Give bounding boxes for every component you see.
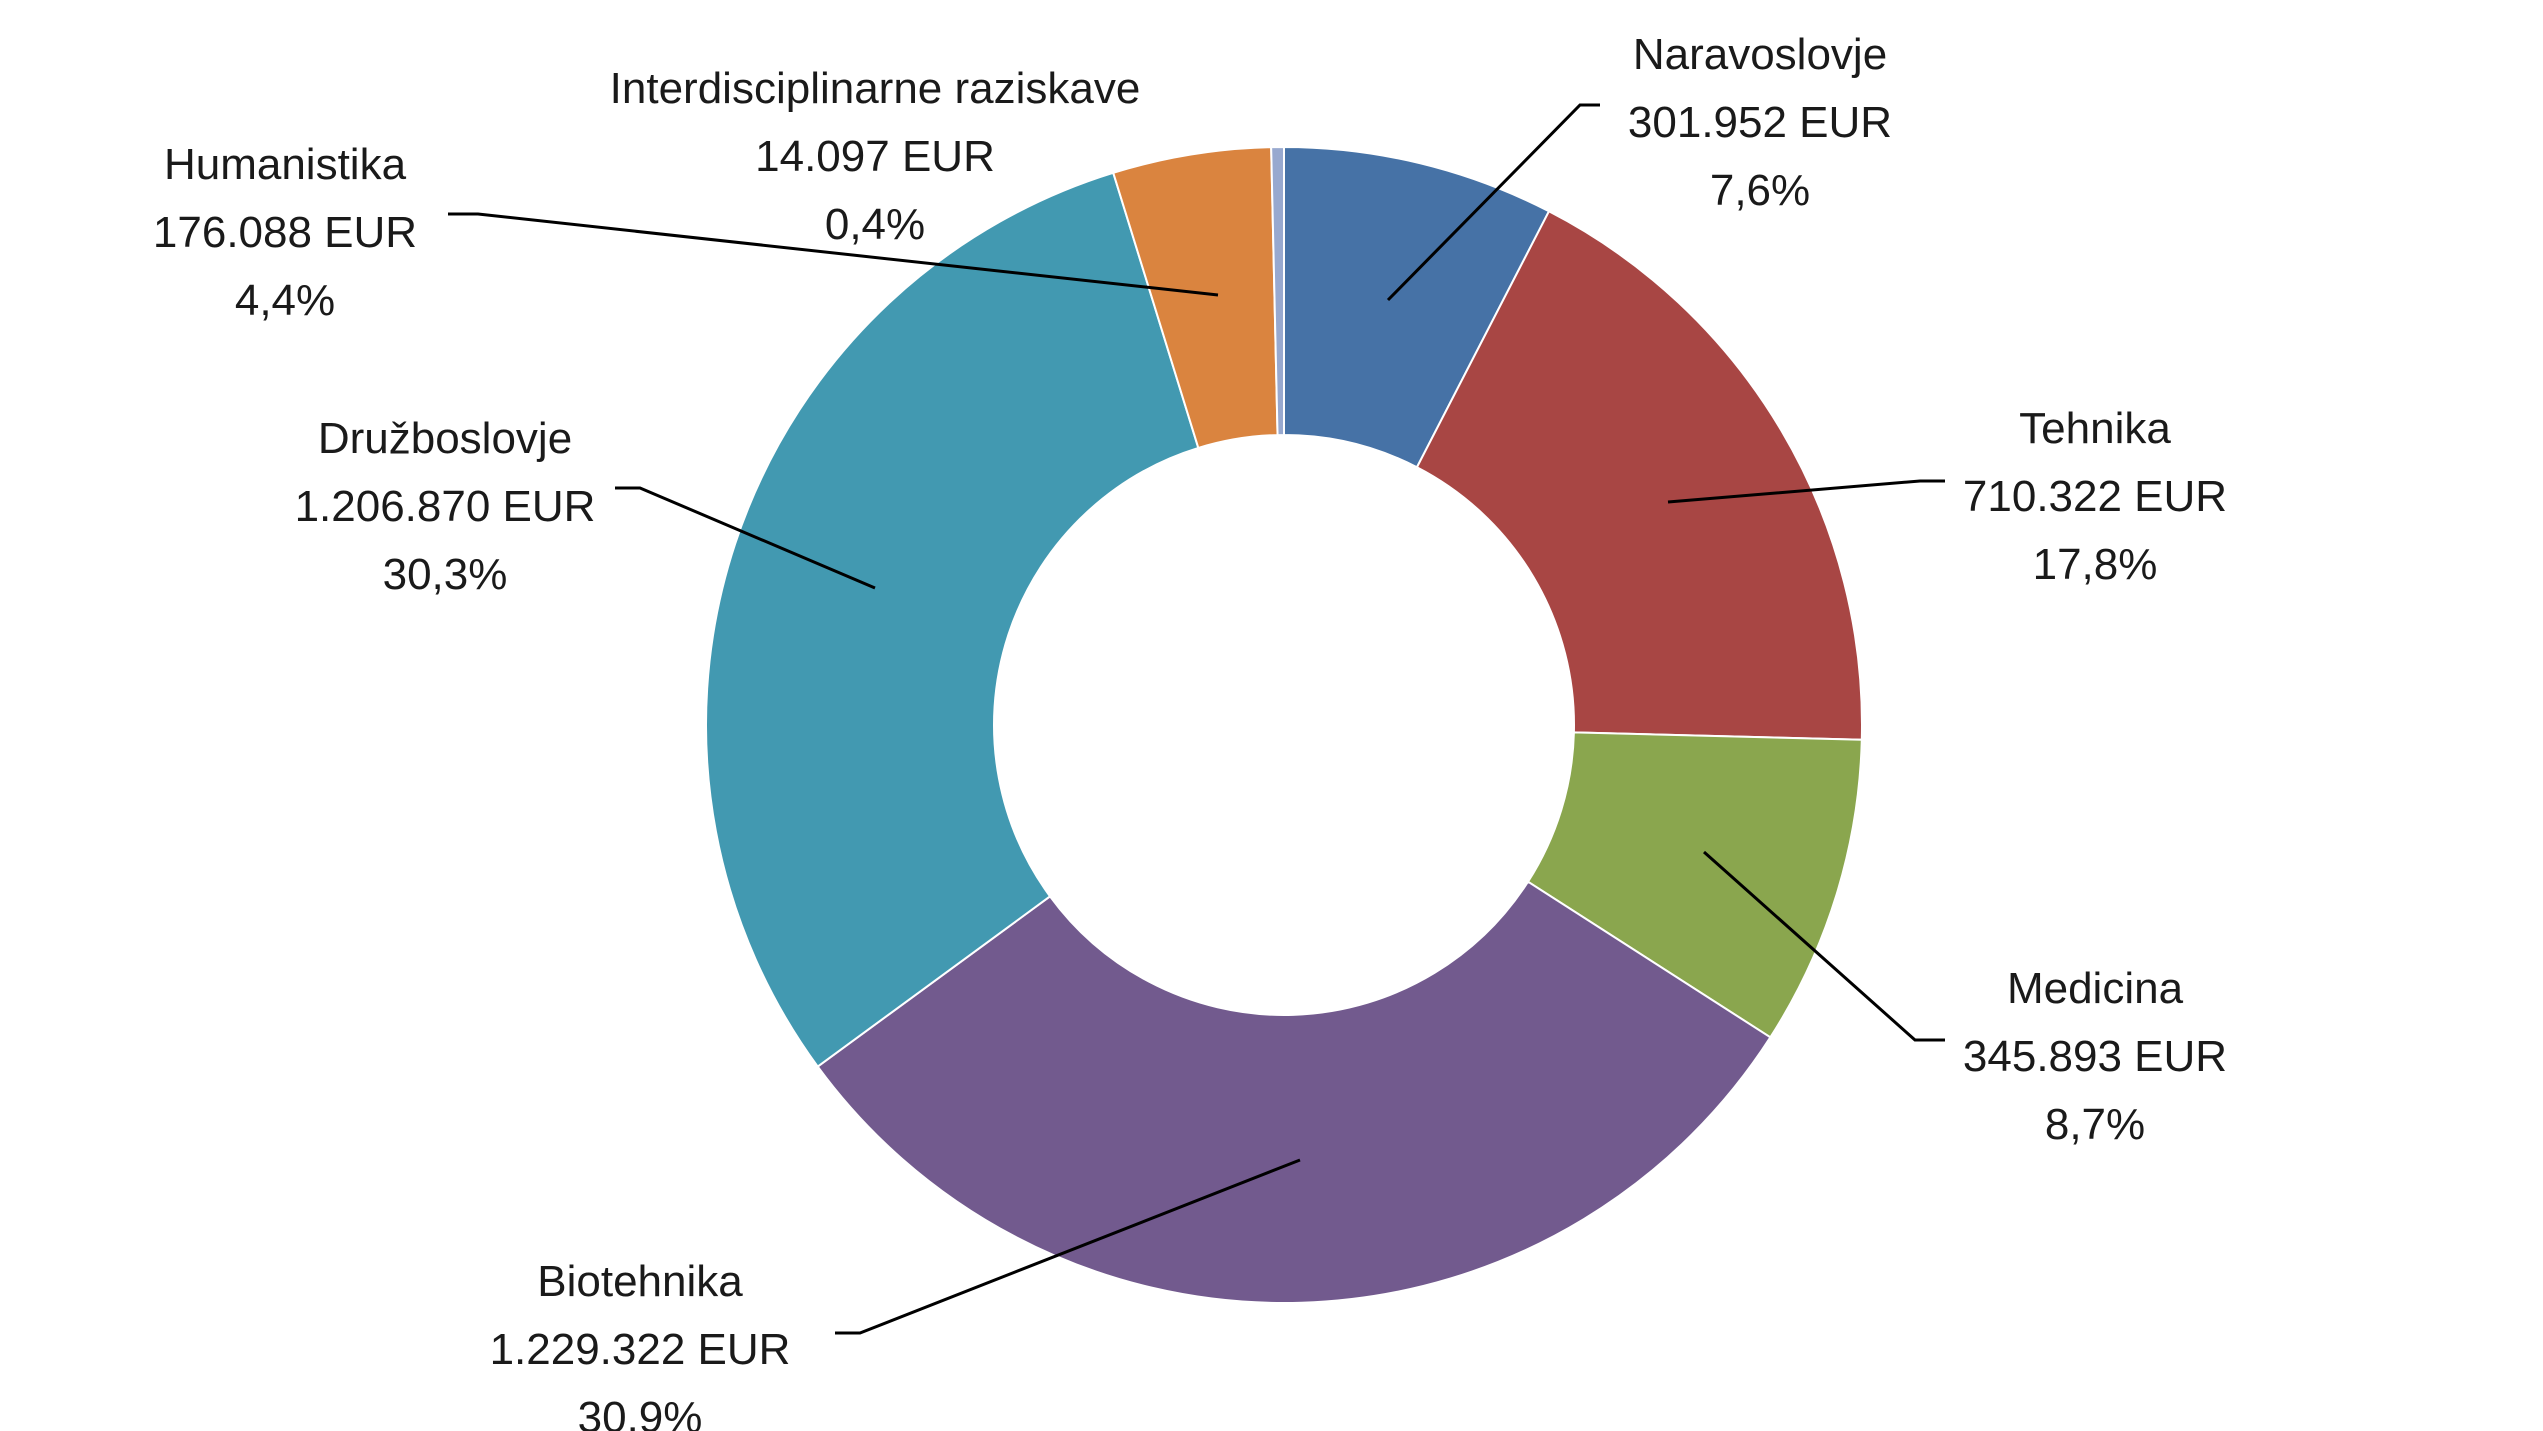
label-category-interdisciplinarne-raziskave: Interdisciplinarne raziskave <box>610 64 1141 113</box>
label-percent-interdisciplinarne-raziskave: 0,4% <box>825 200 925 249</box>
data-label-medicina: Medicina 345.893 EUR 8,7% <box>1963 964 2227 1149</box>
slice-tehnika <box>1415 209 1863 741</box>
slice-druzboslovje <box>705 171 1200 1068</box>
data-label-humanistika: Humanistika 176.088 EUR 4,4% <box>153 140 417 325</box>
label-category-humanistika: Humanistika <box>164 140 407 189</box>
leader-line-biotehnika <box>835 1158 1301 1335</box>
label-value-biotehnika: 1.229.322 EUR <box>490 1325 791 1374</box>
data-label-interdisciplinarne-raziskave: Interdisciplinarne raziskave 14.097 EUR 0,… <box>610 64 1141 249</box>
label-percent-medicina: 8,7% <box>2045 1100 2145 1149</box>
label-category-medicina: Medicina <box>2007 964 2184 1013</box>
label-value-naravoslovje: 301.952 EUR <box>1628 98 1892 147</box>
label-category-tehnika: Tehnika <box>2019 404 2171 453</box>
label-category-druzboslovje: Družboslovje <box>318 414 572 463</box>
leader-line-naravoslovje <box>1386 103 1600 302</box>
data-label-biotehnika: Biotehnika 1.229.322 EUR 30,9% <box>490 1257 791 1431</box>
data-label-tehnika: Tehnika 710.322 EUR 17,8% <box>1963 404 2227 589</box>
leader-line-druzboslovje <box>615 486 876 590</box>
leader-lines <box>448 103 1945 1335</box>
label-value-interdisciplinarne-raziskave: 14.097 EUR <box>755 132 995 181</box>
data-labels: Naravoslovje 301.952 EUR 7,6% Tehnika 710.32… <box>153 30 2227 1431</box>
label-category-naravoslovje: Naravoslovje <box>1633 30 1887 79</box>
label-value-medicina: 345.893 EUR <box>1963 1032 2227 1081</box>
label-value-humanistika: 176.088 EUR <box>153 208 417 257</box>
label-value-druzboslovje: 1.206.870 EUR <box>295 482 596 531</box>
leader-line-medicina <box>1703 850 1945 1042</box>
leader-line-tehnika <box>1667 479 1945 504</box>
data-label-naravoslovje: Naravoslovje 301.952 EUR 7,6% <box>1628 30 1892 215</box>
label-percent-naravoslovje: 7,6% <box>1710 166 1810 215</box>
chart-slices <box>705 145 1863 1304</box>
label-percent-tehnika: 17,8% <box>2033 540 2158 589</box>
label-percent-humanistika: 4,4% <box>235 276 335 325</box>
leader-line-humanistika <box>448 212 1219 297</box>
label-percent-biotehnika: 30,9% <box>578 1393 703 1431</box>
slice-biotehnika <box>816 880 1772 1304</box>
label-percent-druzboslovje: 30,3% <box>383 550 508 599</box>
label-category-biotehnika: Biotehnika <box>537 1257 743 1306</box>
label-value-tehnika: 710.322 EUR <box>1963 472 2227 521</box>
data-label-druzboslovje: Družboslovje 1.206.870 EUR 30,3% <box>295 414 596 599</box>
slice-interdisciplinarne-raziskave <box>1270 145 1285 437</box>
